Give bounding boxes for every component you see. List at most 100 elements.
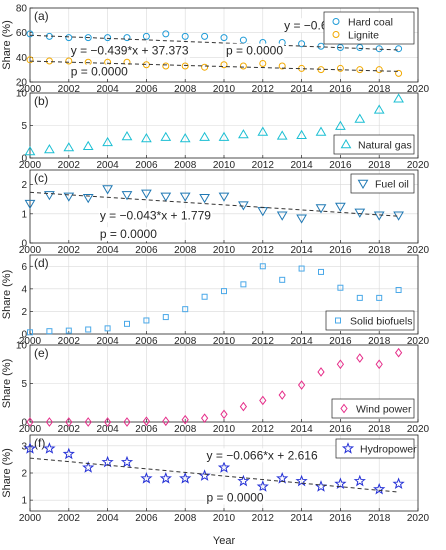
data-point [259,60,267,67]
data-point [162,30,170,38]
annotation-background [69,64,130,79]
data-point [27,329,33,336]
x-tick-label: 2016 [329,160,352,171]
x-tick-label: 2020 [407,513,430,524]
legend-entry: Solid biofuels [350,315,412,327]
data-point [123,34,131,42]
series-hydropower [23,442,405,495]
data-point [23,442,37,454]
legend-box [333,134,415,155]
y-tick-label: 40 [16,53,28,64]
x-tick-label: 2020 [407,336,430,347]
legend-box [331,398,415,419]
data-point [239,62,247,70]
x-tick-label: 2018 [368,513,391,524]
data-point [239,36,247,44]
data-point [220,34,228,42]
data-point [179,192,191,202]
data-point [24,199,36,210]
data-point [354,113,366,123]
x-tick-label: 2010 [213,84,236,95]
x-tick-label: 2002 [58,245,81,256]
x-tick-label: 2004 [96,336,119,347]
y-tick-label: 2 [21,307,27,318]
data-point [45,417,54,427]
data-point [296,129,307,139]
x-tick-label: 2008 [174,336,197,347]
data-point [159,471,172,484]
data-point [104,34,112,42]
legend: Solid biofuels [325,310,415,331]
legend-marker [357,179,369,189]
y-tick-label: 4 [21,284,27,295]
series-wind-power [26,347,403,427]
x-tick-label: 2008 [174,424,197,435]
data-point [142,32,150,40]
data-point [104,325,111,332]
data-point [84,417,92,427]
y-tick-label: 0 [21,154,27,165]
legend-marker [335,317,341,324]
data-point [317,367,325,377]
x-tick-label: 2018 [368,336,391,347]
legend-marker [341,442,355,454]
data-point [239,401,248,412]
data-point [375,359,383,370]
x-tick-label: 2018 [368,424,391,435]
x-tick-label: 2000 [19,245,42,256]
data-point [395,69,403,77]
x-tick-label: 2014 [290,424,313,435]
y-tick-label: 60 [16,28,28,39]
data-point [201,63,209,71]
data-point [257,126,269,136]
x-tick-label: 2018 [368,160,391,171]
x-tick-label: 2010 [213,160,236,171]
x-tick-label: 2018 [368,245,391,256]
y-tick-label: 10 [16,341,28,352]
data-point [395,286,402,293]
data-point [46,328,53,335]
data-point [43,442,56,454]
x-tick-label: 2006 [135,513,158,524]
data-point [65,34,73,42]
data-point [65,57,73,65]
panel-label: (c) [34,171,48,185]
y-tick-label: 1 [21,496,27,507]
x-tick-label: 2006 [135,245,158,256]
data-point [82,461,95,473]
legend-marker [340,139,352,149]
data-point [182,306,189,313]
x-tick-label: 2010 [213,336,236,347]
data-point [198,469,211,481]
x-tick-label: 2004 [96,513,119,524]
y-tick-label: 2 [21,469,27,480]
data-point [373,482,386,495]
annotation-background [69,43,190,58]
y-tick-label: 0 [21,418,27,429]
legend-box [323,11,415,45]
legend-box [325,310,415,331]
data-point [298,265,305,272]
x-tick-label: 2000 [19,336,42,347]
data-point [26,30,34,38]
data-point [103,417,112,427]
x-tick-label: 2020 [407,160,430,171]
data-point [356,294,363,301]
x-tick-label: 2012 [252,336,275,347]
x-tick-label: 2004 [96,424,119,435]
data-point [353,474,366,487]
panel-label: (a) [34,9,49,23]
regression-annotation: y = −0.439*x + 37.373 [71,44,189,58]
panel-e: 2000 2002 2004 2006 2008 2010 2012 2014 2016 2018… [1,341,430,436]
data-point [318,268,324,275]
data-point [200,413,209,423]
data-point [334,477,347,490]
data-point [162,416,170,427]
legend-marker [332,31,340,38]
data-point [393,93,404,103]
data-point [44,191,55,201]
annotation-background [98,208,213,223]
x-tick-label: 2014 [290,84,313,95]
data-point [201,293,208,300]
data-point [394,347,403,358]
